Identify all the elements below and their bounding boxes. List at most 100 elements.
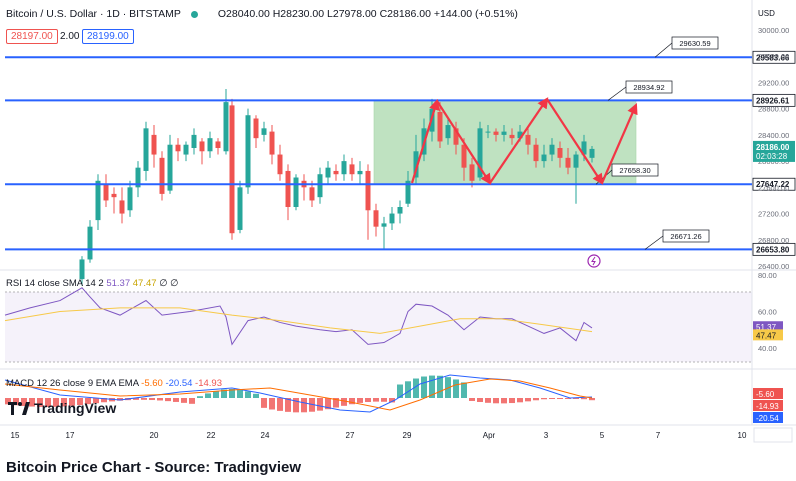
trend-arrow [600, 102, 638, 184]
candles [79, 89, 595, 286]
macd-hist-bar [301, 398, 307, 413]
candle-body [397, 207, 403, 214]
candle [565, 148, 571, 175]
macd-hist-bar [205, 393, 211, 398]
macd-value-tag [753, 388, 783, 399]
candle-body [573, 154, 579, 168]
candle [143, 121, 149, 181]
countdown-label: 02:03:28 [756, 152, 788, 161]
rsi-value-tag-label: 51.37 [756, 323, 777, 332]
candle-body [501, 131, 507, 135]
time-tick: 24 [261, 431, 270, 440]
macd-hist-bar [237, 389, 243, 398]
candle [501, 125, 507, 142]
level-price-label: 27647.22 [756, 180, 790, 189]
candle-body [477, 128, 483, 178]
candle [237, 180, 243, 234]
candle [159, 151, 165, 201]
candle-body [293, 177, 299, 207]
tradingview-logo[interactable]: TradingView [8, 400, 116, 416]
candle-body [269, 131, 275, 155]
candle-body [589, 148, 595, 158]
bid-price-button[interactable]: 28197.00 [6, 29, 58, 44]
alert-icon [587, 254, 601, 268]
symbol-title[interactable]: Bitcoin / U.S. Dollar · 1D · BITSTAMP [6, 8, 181, 20]
macd-hist-bar [149, 398, 155, 401]
candle [461, 138, 467, 181]
time-tick: 7 [656, 431, 661, 440]
macd-hist-bar [181, 398, 187, 403]
macd-hist-bar [373, 398, 379, 402]
macd-value-tag [753, 412, 783, 423]
macd-hist-bar [29, 398, 35, 407]
candle [301, 174, 307, 201]
candle [103, 174, 109, 207]
rsi-ma-line [4, 307, 593, 334]
candle [493, 128, 499, 142]
macd-hist-bar [509, 398, 515, 404]
candle [453, 121, 459, 155]
macd-hist-bar [93, 398, 99, 404]
candle-body [509, 134, 515, 139]
callout-box [611, 163, 659, 177]
price-tick: 27600.00 [758, 183, 789, 192]
candle-body [277, 154, 283, 175]
candle-body [413, 151, 419, 178]
time-tick: 10 [738, 431, 747, 440]
candle [573, 151, 579, 204]
candle [191, 128, 197, 155]
macd-hist-bar [165, 398, 171, 402]
candle-body [485, 131, 491, 133]
price-tick: 30000.00 [758, 26, 789, 35]
candle [95, 174, 101, 230]
ask-price-button[interactable]: 28199.00 [82, 29, 134, 44]
macd-hist-bar [469, 398, 475, 401]
candle-body [437, 111, 443, 142]
level-price-tag [752, 177, 796, 191]
candle-body [365, 170, 371, 211]
time-tick: 15 [11, 431, 20, 440]
candle [269, 125, 275, 165]
candle-body [229, 105, 235, 234]
candle-body [357, 170, 363, 175]
macd-hist-bar [53, 398, 59, 407]
candle-body [525, 134, 531, 145]
signal-line [4, 378, 593, 411]
rsi-label: RSI 14 close SMA 14 2 [6, 278, 104, 289]
macd-hist-bar [341, 398, 347, 406]
candle-body [127, 187, 133, 211]
candle-body [557, 148, 563, 158]
rsi-legend[interactable]: RSI 14 close SMA 14 2 51.37 47.47 ∅ ∅ [6, 278, 178, 289]
time-tick: 29 [403, 431, 412, 440]
macd-legend[interactable]: MACD 12 26 close 9 EMA EMA -5.60 -20.54 … [6, 378, 222, 389]
rsi-tick: 80.00 [758, 271, 777, 280]
rsi-ma-tag-label: 47.47 [756, 331, 777, 340]
currency-label: USD [758, 9, 775, 18]
candle [253, 115, 259, 148]
candle [349, 157, 355, 181]
rsi-band [5, 292, 752, 362]
callout-label: 28934.92 [633, 83, 664, 92]
candle-body [79, 259, 85, 280]
candle [589, 146, 595, 163]
candle-body [183, 144, 189, 155]
candle [79, 256, 85, 286]
callout-label: 26671.26 [670, 232, 701, 241]
rsi-tick: 60.00 [758, 308, 777, 317]
spread-value: 2.00 [60, 31, 80, 42]
trend-arrow [546, 98, 604, 185]
price-tick: 28400.00 [758, 131, 789, 140]
candle-body [453, 128, 459, 145]
candle-body [199, 141, 205, 152]
candle-body [237, 187, 243, 230]
candle-body [167, 144, 173, 191]
time-tick: 17 [66, 431, 75, 440]
candle [207, 131, 213, 158]
candle-body [245, 115, 251, 188]
macd-hist-bar [253, 393, 259, 398]
candle-body [533, 144, 539, 162]
macd-hist-bar [365, 398, 371, 403]
macd-value: -5.60 [141, 378, 163, 389]
macd-hist-bar [101, 398, 107, 403]
